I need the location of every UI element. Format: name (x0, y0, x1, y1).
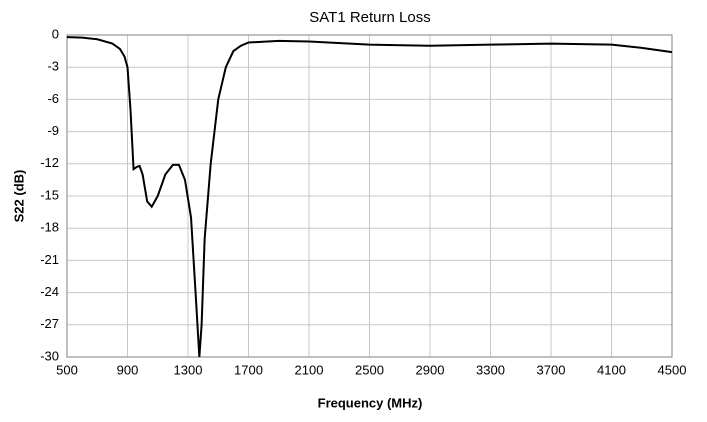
x-tick-label: 1700 (234, 362, 263, 377)
y-tick-label: -30 (40, 348, 59, 363)
y-tick-label: -27 (40, 316, 59, 331)
chart-title: SAT1 Return Loss (309, 9, 430, 26)
x-axis-label: Frequency (MHz) (318, 395, 423, 410)
y-tick-label: -3 (47, 59, 59, 74)
x-tick-label: 2100 (295, 362, 324, 377)
data-line (66, 36, 673, 358)
y-axis-label: S22 (dB) (11, 170, 26, 223)
x-tick-label: 500 (56, 362, 78, 377)
y-tick-label: -15 (40, 187, 59, 202)
x-tick-label: 4100 (597, 362, 626, 377)
x-tick-label: 1300 (174, 362, 203, 377)
y-tick-label: -9 (47, 123, 59, 138)
x-tick-label: 2500 (355, 362, 384, 377)
y-tick-label: 0 (52, 26, 59, 41)
x-tick-label: 3700 (537, 362, 566, 377)
y-tick-label: -21 (40, 252, 59, 267)
y-tick-label: -18 (40, 220, 59, 235)
x-tick-label: 900 (117, 362, 139, 377)
plot-frame (66, 34, 673, 358)
x-tick-label: 4500 (658, 362, 687, 377)
y-tick-label: -24 (40, 284, 59, 299)
x-tick-label: 3300 (476, 362, 505, 377)
x-tick-label: 2900 (416, 362, 445, 377)
y-tick-label: -12 (40, 155, 59, 170)
y-tick-label: -6 (47, 91, 59, 106)
